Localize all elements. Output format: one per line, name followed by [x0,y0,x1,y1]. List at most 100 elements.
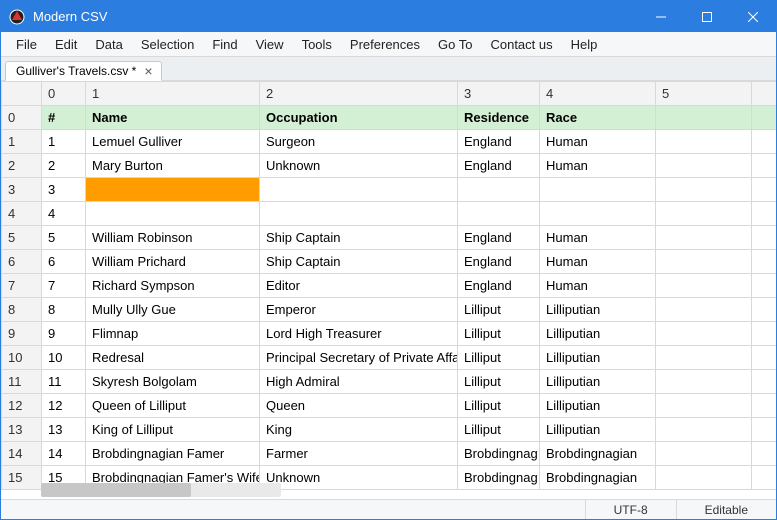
cell[interactable]: Human [540,274,656,298]
cell[interactable] [86,202,260,226]
cell[interactable] [752,370,777,394]
cell[interactable]: 3 [42,178,86,202]
corner-cell[interactable] [2,82,42,106]
cell[interactable]: Lilliputian [540,298,656,322]
cell[interactable]: Name [86,106,260,130]
cell[interactable]: England [458,226,540,250]
cell[interactable]: 1 [42,130,86,154]
cell[interactable]: 5 [42,226,86,250]
row-header[interactable]: 1 [2,130,42,154]
cell[interactable]: Flimnap [86,322,260,346]
cell[interactable] [752,226,777,250]
cell[interactable]: Human [540,250,656,274]
cell[interactable] [752,394,777,418]
cell[interactable] [656,442,752,466]
cell[interactable]: Lilliputian [540,370,656,394]
cell[interactable] [458,178,540,202]
cell[interactable]: England [458,130,540,154]
cell[interactable] [752,322,777,346]
cell[interactable] [458,202,540,226]
cell[interactable] [752,418,777,442]
cell[interactable] [656,154,752,178]
row-header[interactable]: 7 [2,274,42,298]
cell[interactable] [656,250,752,274]
cell[interactable]: Skyresh Bolgolam [86,370,260,394]
spreadsheet-grid[interactable]: 012345 0#NameOccupationResidenceRace11Le… [1,81,776,499]
menu-item-file[interactable]: File [7,34,46,55]
cell[interactable] [540,202,656,226]
cell[interactable]: Human [540,130,656,154]
cell[interactable]: William Prichard [86,250,260,274]
cell[interactable]: Richard Sympson [86,274,260,298]
cell[interactable]: Queen of Lilliput [86,394,260,418]
cell[interactable]: Race [540,106,656,130]
cell[interactable]: 11 [42,370,86,394]
cell[interactable]: 13 [42,418,86,442]
row-header[interactable]: 6 [2,250,42,274]
cell[interactable]: Ship Captain [260,226,458,250]
cell[interactable]: 12 [42,394,86,418]
cell[interactable]: Lilliput [458,394,540,418]
column-header[interactable]: 2 [260,82,458,106]
cell[interactable] [260,178,458,202]
menu-item-go-to[interactable]: Go To [429,34,481,55]
cell[interactable]: Lilliput [458,346,540,370]
close-tab-icon[interactable]: × [144,64,152,78]
row-header[interactable]: 0 [2,106,42,130]
cell[interactable]: Lilliput [458,370,540,394]
minimize-button[interactable] [638,1,684,32]
cell[interactable]: 2 [42,154,86,178]
cell[interactable] [656,418,752,442]
cell[interactable]: Lord High Treasurer [260,322,458,346]
cell[interactable] [752,202,777,226]
cell[interactable] [752,178,777,202]
cell[interactable]: Queen [260,394,458,418]
horizontal-scrollbar[interactable] [41,483,281,497]
cell[interactable]: Lilliputian [540,418,656,442]
cell[interactable]: Brobdingnag [458,466,540,490]
cell[interactable]: Lemuel Gulliver [86,130,260,154]
cell[interactable]: Brobdingnagian [540,442,656,466]
cell[interactable] [752,154,777,178]
cell[interactable]: 10 [42,346,86,370]
cell[interactable]: England [458,154,540,178]
cell[interactable]: 9 [42,322,86,346]
cell[interactable] [752,298,777,322]
cell[interactable]: Lilliput [458,418,540,442]
cell[interactable] [656,130,752,154]
cell[interactable]: Unknown [260,154,458,178]
cell[interactable]: Emperor [260,298,458,322]
column-header[interactable]: 1 [86,82,260,106]
cell[interactable]: Brobdingnag [458,442,540,466]
cell[interactable] [656,346,752,370]
column-header[interactable]: 0 [42,82,86,106]
cell[interactable] [752,250,777,274]
cell[interactable] [656,274,752,298]
cell[interactable]: 7 [42,274,86,298]
cell[interactable]: Brobdingnagian [540,466,656,490]
cell[interactable]: England [458,250,540,274]
cell[interactable] [752,466,777,490]
cell[interactable]: William Robinson [86,226,260,250]
cell[interactable] [86,178,260,202]
cell[interactable] [656,226,752,250]
cell[interactable] [260,202,458,226]
menu-item-data[interactable]: Data [86,34,131,55]
cell[interactable] [540,178,656,202]
row-header[interactable]: 13 [2,418,42,442]
cell[interactable]: Brobdingnagian Famer [86,442,260,466]
cell[interactable]: Lilliput [458,322,540,346]
cell[interactable] [656,322,752,346]
menu-item-find[interactable]: Find [203,34,246,55]
menu-item-tools[interactable]: Tools [293,34,341,55]
cell[interactable] [656,370,752,394]
row-header[interactable]: 15 [2,466,42,490]
cell[interactable]: Farmer [260,442,458,466]
row-header[interactable]: 8 [2,298,42,322]
menu-item-edit[interactable]: Edit [46,34,86,55]
cell[interactable]: 14 [42,442,86,466]
cell[interactable]: King [260,418,458,442]
row-header[interactable]: 9 [2,322,42,346]
cell[interactable]: 8 [42,298,86,322]
menu-item-help[interactable]: Help [562,34,607,55]
